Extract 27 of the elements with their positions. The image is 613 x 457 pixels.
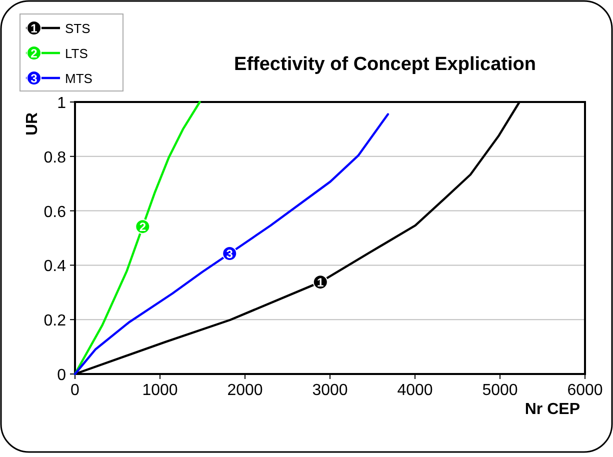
line-series xyxy=(74,113,390,376)
x-axis-title: Nr CEP xyxy=(524,401,580,418)
y-tick-label: 0.6 xyxy=(44,204,66,221)
y-tick-label: 0.4 xyxy=(44,258,66,276)
y-tick-label: 1 xyxy=(57,95,66,112)
line-series xyxy=(74,100,201,376)
y-tick-label: 0.2 xyxy=(44,312,66,330)
legend-label: STS xyxy=(65,21,91,36)
x-tick-label: 2000 xyxy=(227,382,263,399)
numbered-circle-icon: 2 xyxy=(26,46,42,60)
legend-label: LTS xyxy=(65,46,88,61)
chart-title: Effectivity of Concept Explication xyxy=(234,54,536,75)
annotation: 2 xyxy=(139,220,146,234)
x-tick-label: 0 xyxy=(70,382,80,399)
x-tick-label: 1000 xyxy=(142,382,178,399)
y-axis-title: UR xyxy=(24,112,41,136)
x-tick-label: 4000 xyxy=(397,382,433,399)
x-tick-label: 3000 xyxy=(312,382,348,399)
x-tick-label: 6000 xyxy=(567,382,603,399)
legend-label: MTS xyxy=(65,71,93,86)
y-tick-label: 0.8 xyxy=(44,149,66,166)
numbered-circle-icon: 3 xyxy=(26,70,42,86)
x-tick-label: 5000 xyxy=(482,382,518,399)
annotation: 1 xyxy=(317,276,324,290)
annotation: 3 xyxy=(226,247,234,262)
y-tick-label: 0 xyxy=(57,367,66,384)
numbered-circle-icon: 1 xyxy=(26,20,42,36)
